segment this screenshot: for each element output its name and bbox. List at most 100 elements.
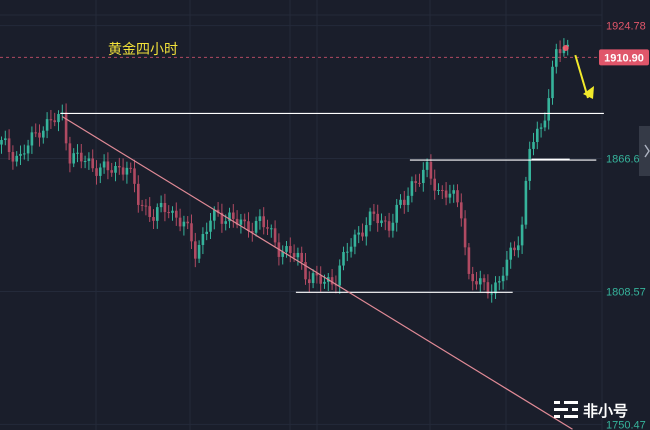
- candle: [513, 241, 516, 257]
- candle: [205, 222, 208, 241]
- candle: [95, 160, 98, 185]
- candle: [42, 126, 45, 144]
- candle: [536, 121, 539, 150]
- candle: [148, 197, 151, 222]
- candle: [194, 232, 197, 268]
- watermark-text: 非小号: [583, 402, 628, 420]
- candle: [72, 148, 75, 168]
- candle: [353, 229, 357, 255]
- candle: [304, 252, 307, 285]
- candle: [528, 141, 531, 190]
- candle: [391, 213, 395, 238]
- candle: [15, 151, 18, 167]
- candle: [140, 199, 144, 212]
- candle: [178, 208, 182, 232]
- candle: [175, 202, 178, 226]
- candle: [167, 205, 170, 219]
- candle: [444, 182, 448, 206]
- candle: [346, 242, 349, 262]
- y-tick-label: 1750.47: [606, 419, 646, 430]
- candle: [357, 226, 360, 244]
- candle: [53, 112, 56, 127]
- candle: [437, 183, 440, 195]
- candle: [239, 213, 243, 234]
- candle: [524, 176, 528, 229]
- candle: [361, 223, 364, 241]
- candle: [422, 162, 425, 192]
- candle: [486, 274, 490, 299]
- candle: [425, 158, 429, 178]
- candle: [163, 193, 167, 222]
- candle: [118, 157, 121, 175]
- candle: [395, 199, 398, 232]
- collapse-panel-button[interactable]: [639, 126, 650, 176]
- watermark-logo-icon: [554, 401, 578, 418]
- candle: [45, 112, 49, 139]
- current-price-tag: 1910.90: [599, 49, 649, 66]
- candle: [254, 216, 258, 237]
- candle: [475, 271, 478, 290]
- y-tick-label: 1808.57: [606, 286, 646, 298]
- candles: [0, 38, 569, 303]
- candle: [517, 236, 520, 258]
- candle: [243, 213, 246, 229]
- candle: [467, 243, 471, 280]
- candle: [273, 220, 277, 247]
- candle: [418, 173, 421, 187]
- candle: [152, 209, 155, 229]
- watermark: 非小号: [554, 401, 628, 420]
- candle: [387, 212, 391, 238]
- candle: [106, 152, 110, 180]
- candle: [19, 145, 22, 165]
- candle: [471, 266, 474, 291]
- candle: [452, 184, 455, 203]
- candle: [311, 269, 315, 289]
- candle: [190, 214, 193, 249]
- candle: [99, 163, 102, 184]
- candle: [501, 267, 505, 290]
- candle: [520, 216, 524, 254]
- candle: [182, 215, 186, 236]
- candle: [315, 265, 319, 284]
- candle: [479, 270, 482, 293]
- candle: [49, 109, 53, 129]
- candle: [505, 251, 509, 281]
- candle: [410, 176, 414, 203]
- candle: [365, 217, 368, 246]
- candle: [110, 162, 113, 177]
- candle: [91, 149, 94, 172]
- candle: [380, 213, 383, 227]
- candle: [57, 110, 60, 132]
- price-axis: 1924.78 1866.68 1808.57 1750.47: [606, 21, 646, 430]
- candle: [159, 195, 163, 213]
- candle: [448, 184, 452, 204]
- candle: [349, 238, 353, 258]
- candle: [547, 89, 550, 130]
- candle: [555, 43, 558, 74]
- candle: [23, 144, 26, 160]
- candle: [509, 242, 512, 269]
- candle: [262, 207, 265, 235]
- candle: [26, 139, 30, 162]
- candle: [403, 190, 406, 214]
- candle: [186, 216, 189, 230]
- candle: [384, 216, 387, 231]
- candle: [76, 144, 79, 163]
- candle: [441, 185, 444, 200]
- candle: [494, 276, 497, 299]
- candle: [558, 40, 562, 63]
- candle: [300, 246, 303, 270]
- candle: [296, 247, 300, 266]
- candle: [0, 136, 3, 154]
- candle: [498, 276, 501, 291]
- candle: [456, 184, 459, 208]
- candle: [406, 187, 410, 212]
- candle: [34, 123, 37, 138]
- candle: [281, 245, 284, 265]
- candle: [156, 203, 159, 229]
- candle: [129, 162, 132, 173]
- candle: [251, 222, 254, 242]
- candle: [102, 154, 106, 174]
- candle: [372, 204, 376, 222]
